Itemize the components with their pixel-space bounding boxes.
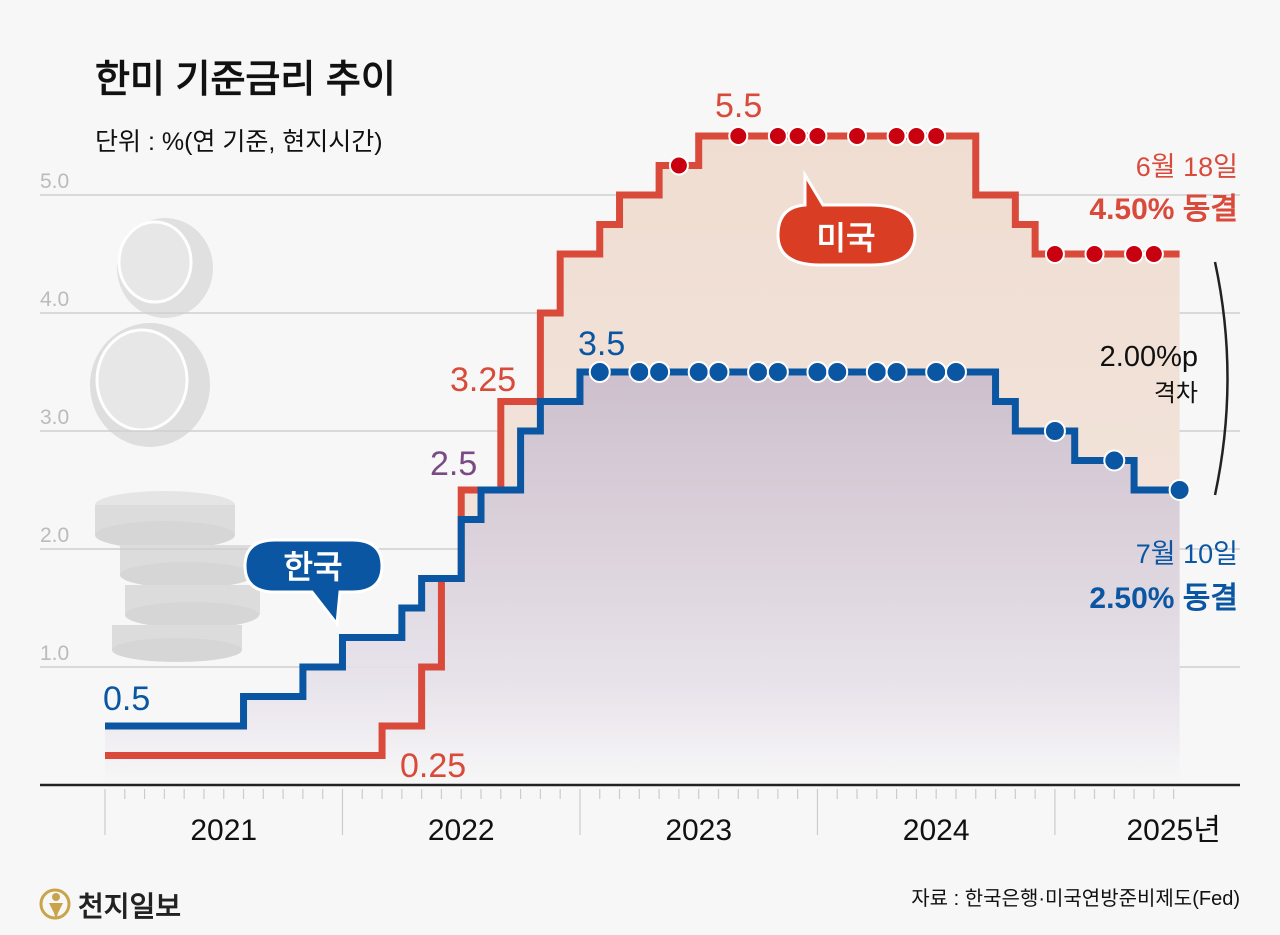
y-tick-label: 1.0: [40, 642, 69, 665]
us-status-label: 4.50% 동결: [1089, 193, 1238, 226]
y-axis-ticks: 1.0 2.0 3.0 4.0 5.0: [40, 170, 69, 665]
x-axis: 2021 2022 2023 2024 2025년: [40, 783, 1240, 847]
hold-dot: [826, 361, 849, 383]
logo: 천지일보: [39, 888, 181, 922]
label-kr-start: 0.5: [103, 680, 150, 718]
gap-label: 격차: [1154, 380, 1198, 407]
y-tick-label: 4.0: [40, 288, 69, 311]
hold-dot: [1084, 244, 1105, 264]
hold-dot: [766, 361, 789, 383]
x-tick-label: 2025년: [1126, 814, 1220, 847]
label-us-2-5: 2.5: [430, 445, 477, 483]
hold-dot: [687, 361, 710, 383]
y-tick-label: 5.0: [40, 170, 69, 193]
kr-status-label: 2.50% 동결: [1089, 582, 1238, 615]
hold-dot: [747, 361, 770, 383]
hold-dot: [847, 126, 868, 146]
hold-dot: [628, 361, 651, 383]
hold-dot: [906, 126, 927, 146]
hold-dot: [885, 361, 908, 383]
hold-dot: [944, 361, 967, 383]
subtitle: 단위 : %(연 기준, 현지시간): [95, 128, 383, 156]
x-tick-label: 2022: [428, 814, 495, 847]
line-kr: [105, 368, 1180, 730]
x-tick-label: 2021: [190, 814, 257, 847]
hold-dot: [925, 361, 948, 383]
area-fills: [105, 136, 1180, 785]
hold-dot: [1143, 244, 1164, 264]
y-tick-label: 2.0: [40, 524, 69, 547]
line-us: [105, 132, 1180, 759]
x-tick-label: 2024: [903, 814, 970, 847]
hold-dot: [886, 126, 907, 146]
hold-dot: [865, 361, 888, 383]
kr-bubble-label: 한국: [284, 549, 343, 585]
hold-dot: [787, 126, 808, 146]
area-kr: [105, 372, 1180, 785]
label-us-peak: 5.5: [715, 87, 762, 125]
hold-dot: [728, 126, 749, 146]
label-kr-peak: 3.5: [578, 325, 625, 363]
y-tick-label: 3.0: [40, 406, 69, 429]
us-bubble-label: 미국: [817, 220, 876, 256]
gap-value: 2.00%p: [1100, 341, 1198, 373]
label-us-3-25: 3.25: [450, 361, 516, 399]
us-date-label: 6월 18일: [1136, 152, 1238, 182]
series-lines: [105, 132, 1180, 759]
hold-dot: [926, 126, 947, 146]
hold-dots: [588, 126, 1191, 501]
x-tick-label: 2023: [665, 814, 732, 847]
page-title: 한미 기준금리 추이: [95, 59, 396, 101]
hold-dot: [1044, 244, 1065, 264]
hold-dot: [806, 361, 829, 383]
kr-date-label: 7월 10일: [1136, 539, 1238, 569]
hold-dot: [588, 361, 611, 383]
label-us-start: 0.25: [400, 747, 466, 785]
hold-dot: [707, 361, 730, 383]
hold-dot: [1103, 449, 1126, 472]
hold-dot: [807, 126, 828, 146]
gap-bracket: [1213, 261, 1229, 496]
source-note: 자료 : 한국은행·미국연방준비제도(Fed): [911, 887, 1240, 910]
us-bubble: 미국: [776, 169, 917, 267]
hold-dot: [1124, 244, 1145, 264]
hold-dot: [668, 155, 689, 176]
kr-bubble: 한국: [243, 538, 384, 628]
coin-stack-illustration: [90, 218, 260, 662]
hold-dot: [1043, 420, 1066, 442]
hold-dot: [648, 361, 671, 383]
hold-dot: [767, 126, 788, 146]
hold-dot: [1168, 479, 1191, 501]
logo-text: 천지일보: [78, 891, 181, 922]
